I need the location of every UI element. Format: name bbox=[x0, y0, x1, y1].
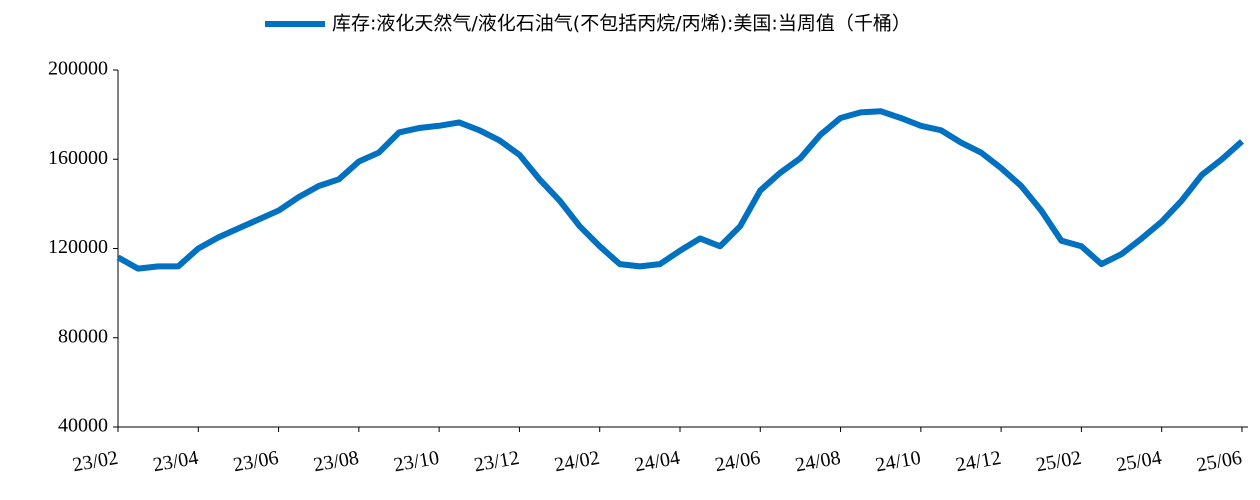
y-tick-label: 40000 bbox=[58, 415, 108, 437]
x-tick-label: 24/04 bbox=[633, 447, 682, 477]
x-tick-label: 24/12 bbox=[954, 447, 1003, 477]
y-tick-label: 120000 bbox=[48, 236, 108, 258]
x-tick-label: 25/04 bbox=[1115, 447, 1164, 477]
x-tick-label: 23/04 bbox=[151, 447, 200, 477]
x-tick-label: 23/02 bbox=[71, 447, 120, 477]
x-tick-label: 24/08 bbox=[794, 447, 843, 477]
x-tick-label: 25/02 bbox=[1034, 447, 1083, 477]
x-tick-label: 23/12 bbox=[472, 447, 521, 477]
x-tick-label: 25/06 bbox=[1195, 447, 1244, 477]
series-line bbox=[116, 108, 1244, 272]
x-tick-label: 24/10 bbox=[874, 447, 923, 477]
legend-label: 库存:液化天然气/液化石油气(不包括丙烷/丙烯):美国:当周值（千桶） bbox=[332, 13, 911, 35]
y-tick-label: 200000 bbox=[48, 58, 108, 80]
y-tick-label: 160000 bbox=[48, 147, 108, 169]
x-tick-label: 23/10 bbox=[392, 447, 441, 477]
x-tick-label: 24/06 bbox=[713, 447, 762, 477]
x-tick-label: 23/06 bbox=[232, 447, 281, 477]
x-tick-label: 23/08 bbox=[312, 447, 361, 477]
y-tick-label: 80000 bbox=[58, 325, 108, 347]
x-tick-label: 24/02 bbox=[553, 447, 602, 477]
